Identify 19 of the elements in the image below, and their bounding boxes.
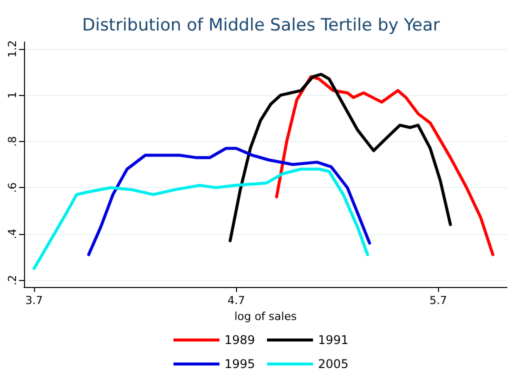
legend-label: 1995 <box>224 357 256 371</box>
chart-title: Distribution of Middle Sales Tertile by Year <box>82 16 440 36</box>
x-tick-label: 5.7 <box>430 294 448 307</box>
line-series <box>87 146 372 256</box>
x-axis-title: log of sales <box>234 310 297 323</box>
x-tick-label: 3.7 <box>25 294 43 307</box>
line-series <box>32 168 370 270</box>
y-tick-label: .2 <box>6 274 19 286</box>
legend-label: 2005 <box>318 357 349 371</box>
legend-label: 1989 <box>224 333 256 347</box>
y-tick-label: .6 <box>6 182 19 193</box>
line-series <box>228 72 452 242</box>
y-tick-label: 1 <box>6 92 19 99</box>
x-tick-label: 4.7 <box>227 294 245 307</box>
y-tick-label: .4 <box>6 228 19 240</box>
legend-label: 1991 <box>318 333 349 347</box>
y-tick-label: .8 <box>6 136 19 147</box>
y-tick-label: 1.2 <box>6 40 19 58</box>
line-series <box>275 75 494 256</box>
